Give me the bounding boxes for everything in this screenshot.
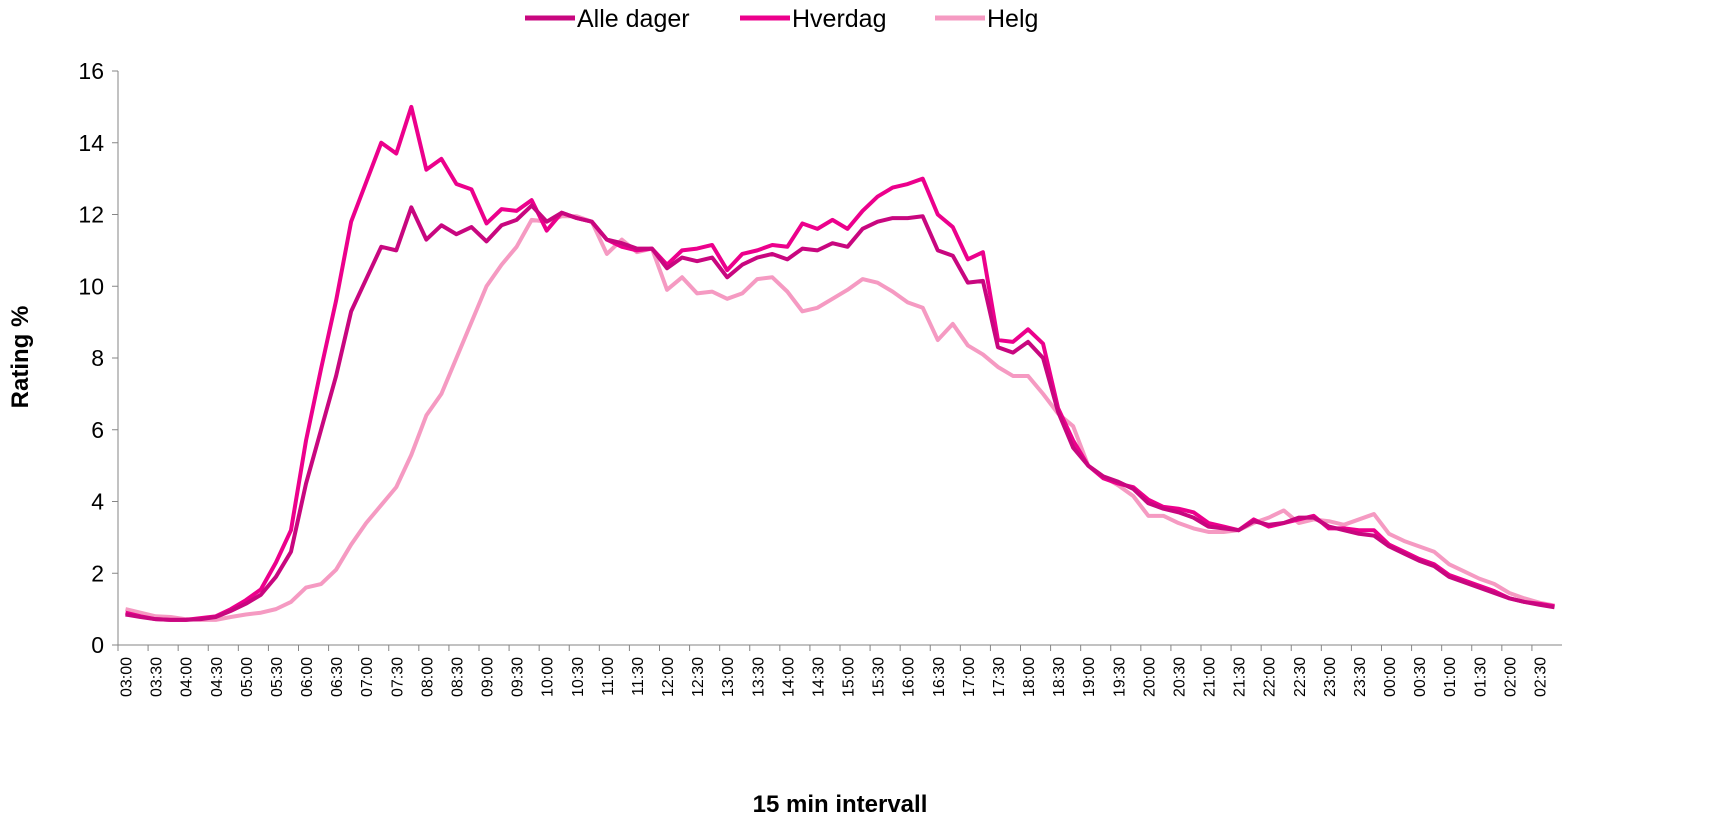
x-tick-label: 05:00: [239, 657, 256, 697]
y-tick-label: 2: [91, 560, 104, 586]
legend-label: Helg: [987, 5, 1038, 33]
x-tick-label: 22:30: [1292, 657, 1309, 697]
y-tick-label: 6: [91, 417, 104, 443]
x-tick-label: 23:00: [1322, 657, 1339, 697]
x-tick-label: 20:00: [1141, 657, 1158, 697]
x-tick-label: 19:30: [1111, 657, 1128, 697]
x-tick-label: 02:00: [1502, 657, 1519, 697]
x-tick-label: 14:30: [810, 657, 827, 697]
x-tick-label: 11:00: [600, 657, 617, 696]
x-tick-label: 16:30: [931, 657, 948, 697]
x-tick-label: 06:30: [329, 657, 346, 697]
legend-label: Alle dager: [577, 5, 690, 33]
x-tick-label: 21:00: [1202, 657, 1219, 697]
x-tick-label: 06:00: [299, 657, 316, 697]
x-tick-label: 03:30: [149, 657, 166, 697]
x-tick-label: 08:00: [419, 657, 436, 697]
x-tick-label: 23:30: [1352, 657, 1369, 697]
x-tick-label: 01:00: [1442, 657, 1459, 697]
x-tick-label: 18:00: [1021, 657, 1038, 697]
x-tick-label: 18:30: [1051, 657, 1068, 697]
x-tick-label: 22:00: [1262, 657, 1279, 697]
x-tick-label: 21:30: [1232, 657, 1249, 697]
x-tick-label: 05:30: [269, 657, 286, 697]
y-tick-label: 12: [78, 202, 104, 228]
legend-label: Hverdag: [792, 5, 887, 33]
x-tick-label: 09:30: [510, 657, 527, 697]
x-tick-label: 13:00: [720, 657, 737, 697]
y-tick-label: 10: [78, 273, 104, 299]
y-tick-label: 4: [91, 489, 104, 515]
x-tick-label: 10:00: [540, 657, 557, 697]
x-tick-label: 19:00: [1081, 657, 1098, 697]
x-tick-label: 15:30: [871, 657, 888, 697]
x-tick-label: 04:00: [179, 657, 196, 697]
x-tick-label: 00:30: [1412, 657, 1429, 697]
y-tick-label: 0: [91, 632, 104, 658]
y-tick-label: 8: [91, 345, 104, 371]
x-tick-label: 02:30: [1532, 657, 1549, 697]
x-tick-label: 15:00: [841, 657, 858, 697]
x-tick-label: 03:00: [119, 657, 136, 697]
x-tick-label: 14:00: [780, 657, 797, 697]
x-tick-label: 17:00: [961, 657, 978, 697]
x-tick-label: 04:30: [209, 657, 226, 697]
x-tick-label: 16:00: [901, 657, 918, 697]
x-tick-label: 08:30: [449, 657, 466, 697]
x-tick-label: 01:30: [1472, 657, 1489, 697]
x-tick-label: 07:00: [359, 657, 376, 697]
y-tick-label: 16: [78, 58, 104, 84]
x-tick-label: 11:30: [630, 657, 647, 696]
x-tick-label: 13:30: [750, 657, 767, 697]
x-tick-label: 07:30: [389, 657, 406, 697]
y-tick-label: 14: [78, 130, 104, 156]
x-tick-label: 00:00: [1382, 657, 1399, 697]
line-series: [125, 203, 1555, 622]
x-tick-label: 20:30: [1171, 657, 1188, 697]
x-tick-label: 10:30: [570, 657, 587, 697]
x-tick-label: 17:30: [991, 657, 1008, 697]
x-tick-label: 12:00: [660, 657, 677, 697]
x-tick-label: 09:00: [480, 657, 497, 697]
x-tick-label: 12:30: [690, 657, 707, 697]
y-axis-label: Rating %: [7, 306, 34, 409]
x-axis-label: 15 min intervall: [753, 791, 928, 818]
